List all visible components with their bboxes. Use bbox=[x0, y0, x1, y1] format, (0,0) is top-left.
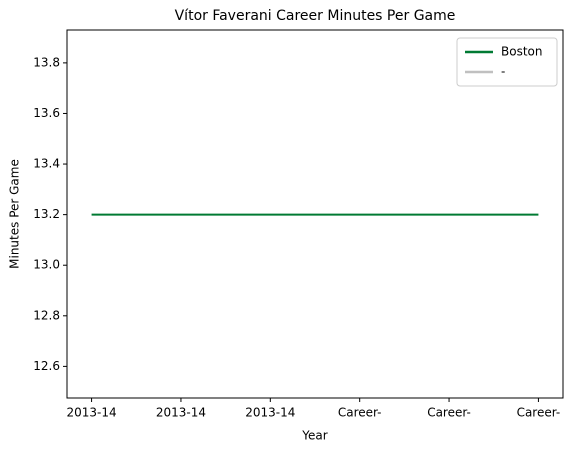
x-tick-label: Career- bbox=[517, 406, 561, 420]
y-tick-label: 13.8 bbox=[33, 55, 60, 69]
x-tick-label: Career- bbox=[427, 406, 471, 420]
legend-label: Boston bbox=[501, 45, 542, 59]
y-tick-label: 13.2 bbox=[33, 207, 60, 221]
y-tick-label: 12.6 bbox=[33, 359, 60, 373]
legend-box bbox=[456, 37, 558, 87]
legend-label: - bbox=[501, 65, 505, 79]
x-tick-label: 2013-14 bbox=[156, 406, 206, 420]
y-tick-label: 13.6 bbox=[33, 106, 60, 120]
plot-frame bbox=[66, 29, 564, 399]
x-tick-label: Career- bbox=[338, 406, 382, 420]
y-tick-label: 13.4 bbox=[33, 157, 60, 171]
y-axis-label: Minutes Per Game bbox=[8, 159, 22, 269]
x-axis-label: Year bbox=[301, 429, 327, 443]
chart-title: Vítor Faverani Career Minutes Per Game bbox=[175, 8, 456, 24]
x-tick-label: 2013-14 bbox=[245, 406, 295, 420]
x-tick-label: 2013-14 bbox=[67, 406, 117, 420]
y-tick-label: 12.8 bbox=[33, 308, 60, 322]
y-tick-label: 13.0 bbox=[33, 258, 60, 272]
